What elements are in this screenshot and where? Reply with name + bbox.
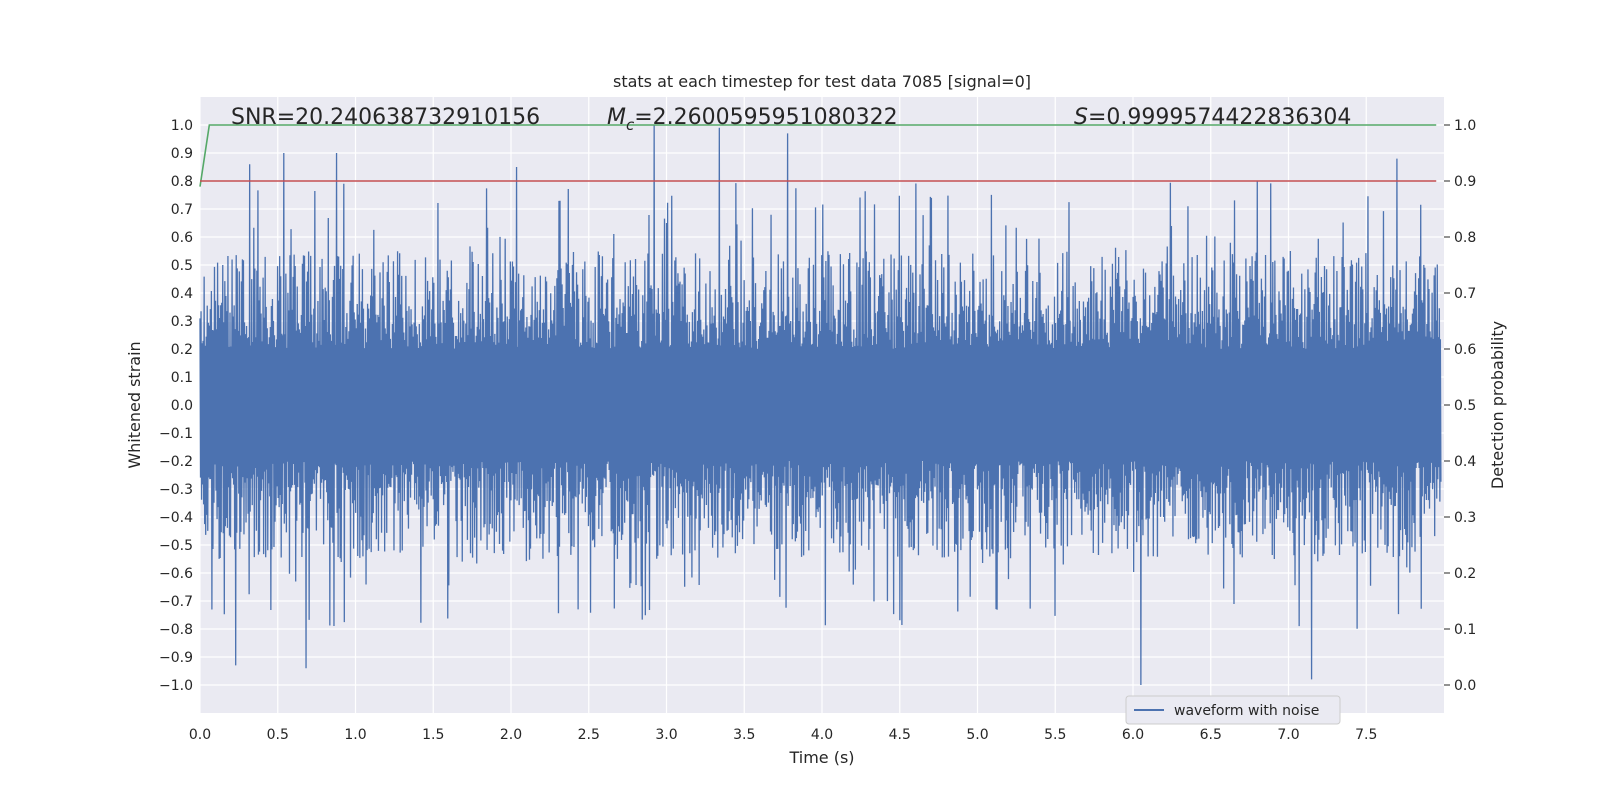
y-right-tick-label-5: 0.5 — [1454, 398, 1476, 414]
x-tick-label-7: 3.5 — [733, 727, 755, 743]
x-axis-ticks: 0.0 0.5 1.0 1.5 2.0 2.5 3.0 3.5 4.0 4.5 5.0 5.5 6.0 6… — [189, 727, 1378, 743]
detection-probability-line — [199, 124, 1437, 187]
y-right-tick-label-10: 0.0 — [1454, 678, 1476, 694]
waveform-line — [199, 124, 1442, 686]
y-left-tick-label-0: 1.0 — [171, 118, 193, 134]
x-axis-label: Time (s) — [788, 748, 854, 767]
chirp-mass-value: =2.2600595951080322 — [634, 105, 897, 130]
y-right-tick-label-6: 0.4 — [1454, 454, 1476, 470]
y-right-tick-label-2: 0.8 — [1454, 230, 1476, 246]
y-left-tick-label-18: −0.8 — [159, 622, 193, 638]
y-axis-left-label: Whitened strain — [125, 341, 144, 468]
x-tick-label-4: 2.0 — [500, 727, 522, 743]
x-tick-label-8: 4.0 — [811, 727, 833, 743]
s-value: =0.9999574422836304 — [1088, 105, 1351, 130]
y-axis-right-ticks: 1.0 0.9 0.8 0.7 0.6 0.5 0.4 0.3 0.2 0.1 0.0 — [1444, 118, 1476, 694]
x-tick-label-14: 7.0 — [1277, 727, 1299, 743]
y-left-tick-label-6: 0.4 — [171, 286, 193, 302]
snr-annotation: SNR=20.240638732910156 — [231, 105, 540, 130]
y-left-tick-label-4: 0.6 — [171, 230, 193, 246]
y-left-tick-label-9: 0.1 — [171, 370, 193, 386]
x-tick-label-15: 7.5 — [1355, 727, 1377, 743]
y-left-tick-label-5: 0.5 — [171, 258, 193, 274]
x-tick-label-9: 4.5 — [889, 727, 911, 743]
y-left-tick-label-8: 0.2 — [171, 342, 193, 358]
chirp-mass-symbol: M — [607, 105, 626, 130]
x-tick-label-11: 5.5 — [1044, 727, 1066, 743]
y-right-tick-label-8: 0.2 — [1454, 566, 1476, 582]
x-tick-label-2: 1.0 — [344, 727, 366, 743]
y-left-tick-label-19: −0.9 — [159, 650, 193, 666]
y-right-tick-label-9: 0.1 — [1454, 622, 1476, 638]
y-left-tick-label-10: 0.0 — [171, 398, 193, 414]
y-left-tick-label-13: −0.3 — [159, 482, 193, 498]
chart-title: stats at each timestep for test data 708… — [613, 72, 1031, 91]
legend: waveform with noise — [1125, 695, 1341, 725]
y-left-tick-label-2: 0.8 — [171, 174, 193, 190]
waveform-series — [199, 124, 1442, 686]
y-left-tick-label-20: −1.0 — [159, 678, 193, 694]
y-left-tick-label-1: 0.9 — [171, 146, 193, 162]
x-tick-label-13: 6.5 — [1200, 727, 1222, 743]
x-tick-label-6: 3.0 — [655, 727, 677, 743]
legend-box — [1125, 695, 1341, 725]
y-right-tick-label-7: 0.3 — [1454, 510, 1476, 526]
legend-entry-waveform: waveform with noise — [1174, 703, 1319, 719]
chirp-mass-subscript: c — [626, 116, 635, 134]
y-left-tick-label-12: −0.2 — [159, 454, 193, 470]
chirp-mass-annotation: Mc=2.2600595951080322 — [607, 105, 898, 134]
y-right-tick-label-3: 0.7 — [1454, 286, 1476, 302]
x-tick-label-10: 5.0 — [966, 727, 988, 743]
y-left-tick-label-15: −0.5 — [159, 538, 193, 554]
y-left-tick-label-17: −0.7 — [159, 594, 193, 610]
y-axis-left-ticks: 1.0 0.9 0.8 0.7 0.6 0.5 0.4 0.3 0.2 0.1 0.0 −0.1 −0.… — [159, 118, 193, 694]
y-right-tick-label-0: 1.0 — [1454, 118, 1476, 134]
x-tick-label-1: 0.5 — [267, 727, 289, 743]
s-symbol: S — [1074, 105, 1088, 130]
x-tick-label-0: 0.0 — [189, 727, 211, 743]
y-left-tick-label-11: −0.1 — [159, 426, 193, 442]
y-axis-right-label: Detection probability — [1488, 321, 1507, 489]
x-tick-label-12: 6.0 — [1122, 727, 1144, 743]
x-tick-label-5: 2.5 — [578, 727, 600, 743]
probability-series — [199, 124, 1437, 187]
y-right-tick-label-4: 0.6 — [1454, 342, 1476, 358]
x-tick-label-3: 1.5 — [422, 727, 444, 743]
y-left-tick-label-14: −0.4 — [159, 510, 193, 526]
y-right-tick-label-1: 0.9 — [1454, 174, 1476, 190]
s-annotation: S=0.9999574422836304 — [1074, 105, 1351, 130]
y-left-tick-label-16: −0.6 — [159, 566, 193, 582]
y-left-tick-label-7: 0.3 — [171, 314, 193, 330]
y-left-tick-label-3: 0.7 — [171, 202, 193, 218]
